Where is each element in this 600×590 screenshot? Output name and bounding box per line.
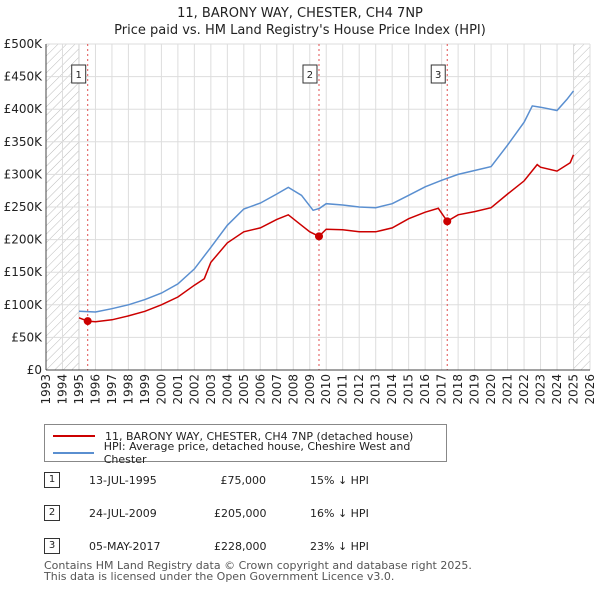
x-tick-label: 2014 [385,374,399,405]
x-tick-label: 2020 [484,374,498,405]
y-tick-label: £0 [27,363,42,377]
sale-price: £75,000 [220,474,267,487]
hpi-line [78,90,575,313]
plot-area: 1 2 3 £0 £50K £100K £150K £200K £250K £300K £350K £… [4,37,597,405]
y-tick-label: £250K [4,200,44,214]
sale-point [443,217,452,226]
sale-date: 13-JUL-1995 [89,474,157,487]
y-tick-label: £500K [4,37,44,51]
footer-licence: This data is licensed under the Open Gov… [44,570,395,583]
legend-item-property: 11, BARONY WAY, CHESTER, CH4 7NP (detach… [53,428,413,444]
y-tick-label: £200K [4,233,44,247]
x-tick-label: 1999 [138,374,152,405]
x-tick-label: 1998 [121,374,135,405]
x-tick-label: 2015 [402,374,416,405]
sale-number-badge: 3 [44,538,60,554]
sale-hpi-diff: 16% ↓ HPI [310,507,369,520]
sale-price: £205,000 [214,507,267,520]
x-tick-label: 2026 [583,374,597,405]
y-tick-label: £400K [4,102,44,116]
chart-title: 11, BARONY WAY, CHESTER, CH4 7NP [177,6,423,21]
sale-point [314,232,323,241]
sale-number-badge: 1 [44,472,60,488]
x-tick-label: 2001 [171,374,185,405]
y-tick-label: £450K [4,70,44,84]
x-tick-label: 2021 [501,374,515,405]
sale-point [83,317,92,326]
x-tick-label: 2017 [435,374,449,405]
chart-subtitle: Price paid vs. HM Land Registry's House … [114,23,486,38]
x-tick-label: 2005 [237,374,251,405]
x-tick-label: 1996 [88,374,102,405]
x-tick-label: 2004 [220,374,234,405]
sale-date: 24-JUL-2009 [89,507,157,520]
y-tick-label: £150K [4,265,44,279]
x-tick-label: 2013 [369,374,383,405]
x-tick-label: 2003 [204,374,218,405]
x-tick-label: 2022 [517,374,531,405]
x-tick-label: 2016 [418,374,432,405]
y-tick-label: £100K [4,298,44,312]
legend-swatch-hpi [53,452,94,454]
x-tick-label: 2025 [567,374,581,405]
x-tick-label: 2023 [534,374,548,405]
price-chart: 11, BARONY WAY, CHESTER, CH4 7NP Price p… [4,6,597,405]
footer: Contains HM Land Registry data © Crown c… [44,560,472,582]
x-tick-label: 2009 [303,374,317,405]
sale-label-number: 2 [307,70,313,81]
x-tick-label: 2007 [270,374,284,405]
y-tick-label: £50K [11,330,43,344]
legend-swatch-property [53,435,95,437]
x-tick-label: 2018 [451,374,465,405]
table-row: 3 05-MAY-2017 £228,000 23% ↓ HPI [44,538,384,560]
legend: 11, BARONY WAY, CHESTER, CH4 7NP (detach… [44,424,447,466]
x-tick-label: 2008 [286,374,300,405]
footer-copyright: Contains HM Land Registry data © Crown c… [44,559,472,572]
sale-label-number: 1 [76,70,82,81]
x-tick-label: 1993 [39,374,53,405]
x-tick-label: 2011 [336,374,350,405]
legend-item-hpi: HPI: Average price, detached house, Ches… [53,440,446,466]
sale-price: £228,000 [214,540,267,553]
x-tick-label: 2010 [319,374,333,405]
sale-date: 05-MAY-2017 [89,540,161,553]
x-tick-label: 2024 [550,374,564,405]
y-tick-label: £300K [4,167,44,181]
x-tick-label: 2002 [187,374,201,405]
sale-label-box [302,64,318,84]
legend-label-hpi: HPI: Average price, detached house, Ches… [103,440,411,466]
x-tick-label: 2006 [253,374,267,405]
x-tick-label: 2000 [154,374,168,405]
sale-label-box [430,64,446,84]
x-tick-label: 1994 [55,374,69,405]
x-tick-label: 1995 [72,374,86,405]
sale-label-box [71,64,87,84]
sale-label-number: 3 [435,70,441,81]
x-tick-label: 2019 [468,374,482,405]
y-tick-label: £350K [4,135,44,149]
table-row: 2 24-JUL-2009 £205,000 16% ↓ HPI [44,505,384,527]
sale-hpi-diff: 15% ↓ HPI [310,474,369,487]
sale-number-badge: 2 [44,505,60,521]
x-tick-label: 1997 [105,374,119,405]
property-price-line [78,154,575,323]
legend-label-property: 11, BARONY WAY, CHESTER, CH4 7NP (detach… [105,429,414,443]
x-tick-label: 2012 [352,374,366,405]
sale-hpi-diff: 23% ↓ HPI [310,540,369,553]
table-row: 1 13-JUL-1995 £75,000 15% ↓ HPI [44,472,384,494]
